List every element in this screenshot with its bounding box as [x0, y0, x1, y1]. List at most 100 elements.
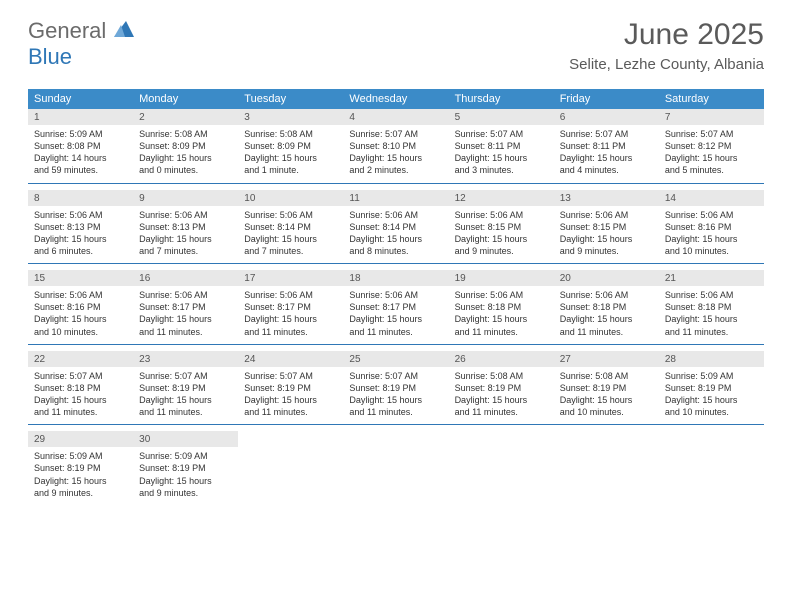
- details-row: Sunrise: 5:06 AMSunset: 8:13 PMDaylight:…: [28, 206, 764, 265]
- sunset: Sunset: 8:16 PM: [34, 301, 127, 313]
- day-number: 1: [28, 109, 133, 125]
- weekday: Tuesday: [238, 89, 343, 109]
- sunrise: Sunrise: 5:08 AM: [244, 128, 337, 140]
- details-row: Sunrise: 5:07 AMSunset: 8:18 PMDaylight:…: [28, 367, 764, 426]
- day-number: 22: [28, 351, 133, 367]
- day-cell: Sunrise: 5:07 AMSunset: 8:19 PMDaylight:…: [238, 367, 343, 425]
- daylight-l1: Daylight: 15 hours: [665, 233, 758, 245]
- sunrise: Sunrise: 5:07 AM: [139, 370, 232, 382]
- weekday: Thursday: [449, 89, 554, 109]
- logo-text-general: General: [28, 18, 106, 44]
- sunset: Sunset: 8:19 PM: [349, 382, 442, 394]
- sunrise: Sunrise: 5:06 AM: [560, 209, 653, 221]
- day-cell: Sunrise: 5:08 AMSunset: 8:19 PMDaylight:…: [449, 367, 554, 425]
- daylight-l2: and 11 minutes.: [139, 326, 232, 338]
- details-row: Sunrise: 5:06 AM Sunset: 8:16 PM Daylight:…: [28, 286, 764, 345]
- sunset: Sunset: 8:11 PM: [455, 140, 548, 152]
- weekday: Sunday: [28, 89, 133, 109]
- sunrise: Sunrise: 5:07 AM: [349, 370, 442, 382]
- sunrise: Sunrise: 5:06 AM: [139, 289, 232, 301]
- day-number: 20: [554, 270, 659, 286]
- day-cell: Sunrise: 5:07 AMSunset: 8:11 PMDaylight:…: [554, 125, 659, 183]
- daylight-l1: Daylight: 15 hours: [244, 313, 337, 325]
- sunrise: Sunrise: 5:07 AM: [34, 370, 127, 382]
- sunrise: Sunrise: 5:07 AM: [665, 128, 758, 140]
- sunrise: Sunrise: 5:09 AM: [665, 370, 758, 382]
- day-cell: Sunrise: 5:07 AMSunset: 8:19 PMDaylight:…: [343, 367, 448, 425]
- sunset: Sunset: 8:19 PM: [244, 382, 337, 394]
- day-cell: Sunrise: 5:06 AMSunset: 8:14 PMDaylight:…: [343, 206, 448, 264]
- day-number: 16: [133, 270, 238, 286]
- day-number: 28: [659, 351, 764, 367]
- sunset: Sunset: 8:08 PM: [34, 140, 127, 152]
- day-number: 3: [238, 109, 343, 125]
- daylight-l1: Daylight: 15 hours: [34, 475, 127, 487]
- day-cell: Sunrise: 5:06 AMSunset: 8:18 PMDaylight:…: [659, 286, 764, 344]
- daylight-l2: and 3 minutes.: [455, 164, 548, 176]
- day-cell: Sunrise: 5:07 AMSunset: 8:12 PMDaylight:…: [659, 125, 764, 183]
- sunset: Sunset: 8:11 PM: [560, 140, 653, 152]
- day-number: 26: [449, 351, 554, 367]
- sunset: Sunset: 8:19 PM: [34, 462, 127, 474]
- day-cell: Sunrise: 5:09 AMSunset: 8:08 PMDaylight:…: [28, 125, 133, 183]
- day-number: 21: [659, 270, 764, 286]
- daylight-l2: and 9 minutes.: [455, 245, 548, 257]
- sunset: Sunset: 8:17 PM: [244, 301, 337, 313]
- daylight-l2: and 10 minutes.: [665, 406, 758, 418]
- day-number: 6: [554, 109, 659, 125]
- daylight-l1: Daylight: 15 hours: [455, 233, 548, 245]
- sunset: Sunset: 8:18 PM: [455, 301, 548, 313]
- sunset: Sunset: 8:10 PM: [349, 140, 442, 152]
- week: 2930Sunrise: 5:09 AMSunset: 8:19 PMDayli…: [28, 431, 764, 511]
- day-number: 23: [133, 351, 238, 367]
- sunrise: Sunrise: 5:06 AM: [244, 209, 337, 221]
- sunset: Sunset: 8:19 PM: [139, 382, 232, 394]
- day-cell: Sunrise: 5:09 AMSunset: 8:19 PMDaylight:…: [28, 447, 133, 505]
- daylight-l2: and 7 minutes.: [139, 245, 232, 257]
- daylight-l2: and 10 minutes.: [34, 326, 127, 338]
- day-cell: Sunrise: 5:06 AMSunset: 8:17 PMDaylight:…: [238, 286, 343, 344]
- daylight-l2: and 8 minutes.: [349, 245, 442, 257]
- day-cell: Sunrise: 5:06 AMSunset: 8:13 PMDaylight:…: [133, 206, 238, 264]
- week: 891011121314Sunrise: 5:06 AMSunset: 8:13…: [28, 190, 764, 271]
- day-number: 27: [554, 351, 659, 367]
- weekday: Saturday: [659, 89, 764, 109]
- daylight-l2: and 11 minutes.: [455, 406, 548, 418]
- sunrise: Sunrise: 5:06 AM: [455, 209, 548, 221]
- day-number: 9: [133, 190, 238, 206]
- daynum-row: 891011121314: [28, 190, 764, 206]
- sunrise: Sunrise: 5:07 AM: [349, 128, 442, 140]
- day-cell: Sunrise: 5:07 AMSunset: 8:11 PMDaylight:…: [449, 125, 554, 183]
- day-number: [449, 431, 554, 447]
- day-number: 19: [449, 270, 554, 286]
- day-cell: Sunrise: 5:07 AMSunset: 8:19 PMDaylight:…: [133, 367, 238, 425]
- sunrise: Sunrise: 5:06 AM: [139, 209, 232, 221]
- weekday-header: Sunday Monday Tuesday Wednesday Thursday…: [28, 89, 764, 109]
- sunset: Sunset: 8:15 PM: [455, 221, 548, 233]
- weekday: Friday: [554, 89, 659, 109]
- daylight-l1: Daylight: 15 hours: [349, 152, 442, 164]
- title-block: June 2025 Selite, Lezhe County, Albania: [569, 18, 764, 73]
- sunset: Sunset: 8:19 PM: [455, 382, 548, 394]
- day-cell: Sunrise: 5:08 AMSunset: 8:09 PMDaylight:…: [238, 125, 343, 183]
- details-row: Sunrise: 5:09 AMSunset: 8:19 PMDaylight:…: [28, 447, 764, 505]
- sunrise: Sunrise: 5:07 AM: [560, 128, 653, 140]
- daylight-l2: and 11 minutes.: [455, 326, 548, 338]
- day-cell: Sunrise: 5:07 AMSunset: 8:18 PMDaylight:…: [28, 367, 133, 425]
- daylight-l2: and 0 minutes.: [139, 164, 232, 176]
- daylight-l2: and 9 minutes.: [34, 487, 127, 499]
- daylight-l1: Daylight: 15 hours: [349, 233, 442, 245]
- sunrise: Sunrise: 5:06 AM: [349, 289, 442, 301]
- sunset: Sunset: 8:09 PM: [244, 140, 337, 152]
- day-cell: [343, 447, 448, 505]
- sunrise: Sunrise: 5:06 AM: [34, 209, 127, 221]
- sunset: Sunset: 8:17 PM: [349, 301, 442, 313]
- day-cell: Sunrise: 5:06 AMSunset: 8:16 PMDaylight:…: [28, 286, 133, 344]
- daylight-l2: and 11 minutes.: [34, 406, 127, 418]
- sunset: Sunset: 8:13 PM: [34, 221, 127, 233]
- weekday: Wednesday: [343, 89, 448, 109]
- day-number: 30: [133, 431, 238, 447]
- daylight-l1: Daylight: 15 hours: [665, 152, 758, 164]
- sunset: Sunset: 8:19 PM: [665, 382, 758, 394]
- day-cell: Sunrise: 5:06 AMSunset: 8:15 PMDaylight:…: [449, 206, 554, 264]
